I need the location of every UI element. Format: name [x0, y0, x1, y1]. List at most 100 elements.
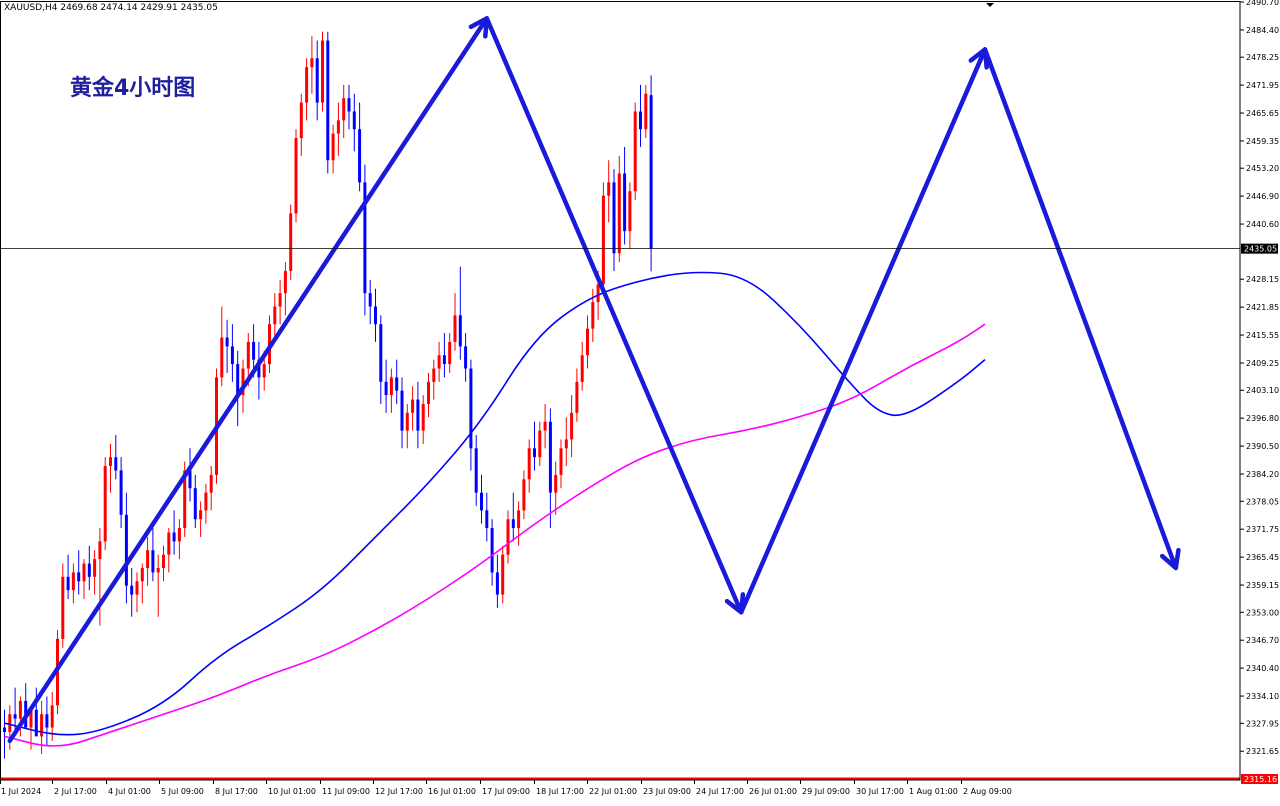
candle-body	[331, 133, 335, 161]
candle-body	[61, 576, 65, 639]
current-price-label: 2435.05	[1244, 245, 1277, 254]
candle	[321, 31, 324, 112]
candle-body	[368, 293, 372, 307]
candle	[527, 439, 531, 493]
candle-body	[347, 98, 351, 112]
trend-arrow-head	[1159, 547, 1181, 571]
candle-body	[146, 550, 150, 568]
candle-body	[257, 359, 261, 378]
candle	[644, 84, 648, 139]
y-tick-label: 2478.25	[1246, 53, 1279, 62]
candle	[310, 36, 314, 94]
candle	[220, 306, 224, 387]
candle-body	[162, 554, 165, 568]
candle-body	[87, 563, 91, 577]
candle-body	[511, 519, 515, 529]
candle	[442, 333, 446, 378]
candle	[379, 315, 383, 404]
candle-body	[416, 399, 420, 431]
candle-body	[411, 399, 415, 413]
x-tick-label: 4 Jul 01:00	[108, 787, 151, 796]
candle	[124, 492, 128, 604]
candle-body	[490, 528, 494, 573]
candle	[495, 554, 499, 608]
x-tick-label: 17 Jul 09:00	[482, 787, 530, 796]
y-tick-label: 2471.95	[1246, 81, 1279, 90]
candle-body	[437, 355, 441, 369]
candle	[501, 545, 505, 604]
candle	[294, 129, 298, 223]
candle-body	[140, 567, 144, 582]
candle-body	[103, 466, 107, 542]
candle-body	[66, 576, 70, 591]
candle-body	[384, 381, 388, 396]
candle-body	[252, 341, 256, 360]
candle-body	[342, 98, 346, 121]
candle	[230, 324, 234, 382]
candle	[315, 40, 319, 121]
candle-body	[543, 421, 547, 431]
candle	[82, 559, 86, 599]
candle-body	[389, 377, 393, 396]
candle-body	[336, 120, 340, 134]
y-tick-label: 2384.20	[1246, 470, 1279, 479]
candle-body	[50, 705, 54, 728]
candle	[586, 315, 589, 369]
candle	[554, 461, 558, 515]
candle-body	[262, 364, 266, 378]
y-tick-label: 2421.85	[1246, 303, 1279, 312]
candle-body	[570, 412, 574, 440]
candle-body	[607, 182, 611, 196]
y-tick-label: 2484.40	[1246, 26, 1279, 35]
candle	[130, 567, 134, 617]
candle-body	[109, 457, 112, 467]
candle	[336, 102, 340, 156]
y-tick-label: 2440.60	[1246, 220, 1279, 229]
candle-body	[538, 430, 542, 458]
candle-body	[3, 727, 6, 732]
candle-body	[188, 470, 192, 489]
candle-body	[45, 714, 49, 728]
x-tick-label: 24 Jul 17:00	[696, 787, 744, 796]
candle	[548, 408, 552, 529]
candle-body	[135, 581, 139, 595]
candle-body	[453, 315, 457, 342]
trend-arrow	[484, 16, 746, 615]
plot-frame	[0, 1, 1241, 781]
candle	[289, 204, 293, 280]
candle-body	[405, 412, 409, 431]
candle-body	[432, 368, 436, 382]
candles-layer	[3, 31, 653, 759]
y-tick-label: 2409.25	[1246, 359, 1279, 368]
x-tick-label: 18 Jul 17:00	[536, 787, 584, 796]
candle-body	[575, 381, 579, 413]
candle-body	[8, 714, 12, 732]
x-tick-label: 8 Jul 17:00	[215, 787, 258, 796]
y-tick-label: 2321.65	[1246, 747, 1279, 756]
candle	[448, 333, 452, 373]
candle-body	[501, 554, 505, 595]
candle	[114, 435, 118, 480]
y-tick-label: 2327.95	[1246, 719, 1279, 728]
candle	[151, 528, 155, 582]
candle-body	[278, 293, 282, 307]
y-tick-label: 2396.80	[1246, 414, 1279, 423]
candle-body	[236, 364, 240, 396]
candle-body	[71, 572, 75, 591]
candle	[469, 359, 473, 471]
candle-body	[358, 129, 362, 183]
candle	[570, 395, 574, 458]
trend-arrow	[7, 16, 490, 744]
candle-body	[283, 271, 287, 294]
candle	[257, 341, 261, 400]
x-tick-label: 1 Aug 01:00	[909, 787, 958, 796]
chart-annotation: 黄金4小时图	[70, 76, 196, 101]
candle	[458, 266, 462, 360]
candle-body	[13, 714, 17, 719]
candle-body	[34, 709, 38, 737]
x-tick-label: 26 Jul 01:00	[749, 787, 797, 796]
candle-body	[98, 541, 102, 560]
candle-body	[230, 346, 234, 365]
x-tick-label: 23 Jul 09:00	[643, 787, 691, 796]
